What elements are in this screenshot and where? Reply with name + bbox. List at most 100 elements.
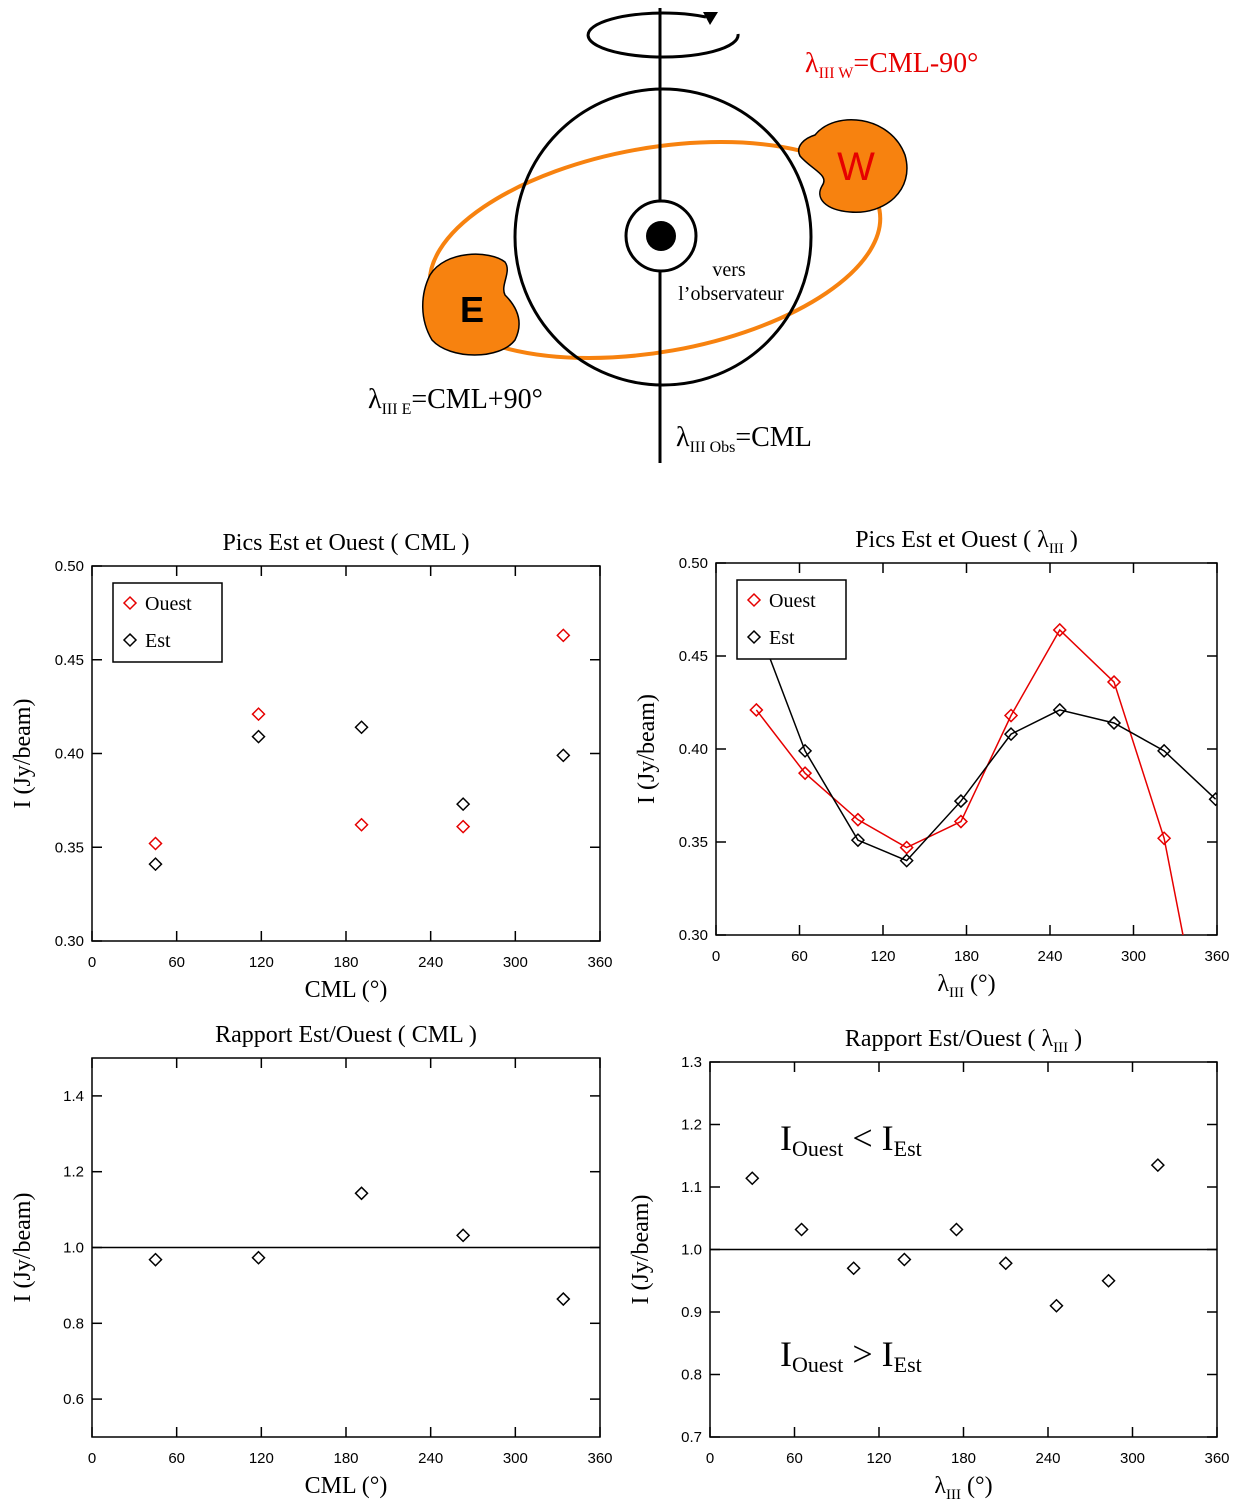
marker <box>354 1186 369 1201</box>
marker <box>897 1252 912 1267</box>
plot-area <box>148 628 571 872</box>
y-tick-label: 0.35 <box>679 834 708 851</box>
marker <box>556 628 571 643</box>
y-axis-label: I (Jy/beam) <box>10 1193 36 1303</box>
marker <box>749 702 764 718</box>
plot-area <box>749 615 1217 935</box>
subscript: Est <box>894 1136 922 1161</box>
y-tick-label: 1.1 <box>681 1179 702 1196</box>
text-part: > I <box>843 1334 893 1374</box>
marker <box>456 1228 471 1243</box>
marker <box>798 743 813 758</box>
text-part: < I <box>843 1118 893 1158</box>
marker <box>846 1261 861 1276</box>
y-tick-label: 0.6 <box>63 1391 84 1408</box>
label-text: =CML <box>735 422 811 453</box>
subscript: III <box>1053 1040 1068 1056</box>
y-tick-label: 1.2 <box>681 1117 702 1134</box>
text-part: Pics Est et Ouest ( λ <box>855 527 1049 553</box>
x-tick-label: 240 <box>1035 1450 1060 1467</box>
y-tick-label: 1.3 <box>681 1054 702 1071</box>
legend-marker <box>122 632 138 648</box>
text-part: λ <box>937 971 949 997</box>
east-letter: E <box>460 289 484 330</box>
y-tick-label: 0.45 <box>55 652 84 669</box>
symbol: λ <box>368 384 382 415</box>
y-tick-label: 1.0 <box>681 1242 702 1259</box>
legend-box <box>112 582 223 663</box>
diagram: W E λIII W=CML-90° λIII E=CML+90° λIII O… <box>368 8 978 463</box>
x-tick-label: 0 <box>712 948 720 965</box>
marker <box>251 729 266 744</box>
marker <box>949 1222 964 1237</box>
marker <box>1003 727 1019 742</box>
x-tick-label: 0 <box>88 954 96 971</box>
marker <box>798 766 813 781</box>
chart: Pics Est et Ouest ( CML ) CML (°) I (Jy/be… <box>10 530 613 1003</box>
chart-title: Rapport Est/Ouest ( CML ) <box>215 1022 477 1048</box>
y-tick-label: 0.40 <box>55 746 84 763</box>
series-line <box>755 622 1217 862</box>
marker <box>148 1252 163 1267</box>
x-tick-label: 240 <box>1037 948 1062 965</box>
west-label: λIII W=CML-90° <box>805 48 978 82</box>
marker <box>1003 708 1019 723</box>
y-tick-label: 0.50 <box>679 555 708 572</box>
marker <box>850 833 866 848</box>
subscript: III E <box>382 401 412 418</box>
x-tick-label: 300 <box>503 1450 528 1467</box>
marker <box>148 857 163 872</box>
subscript: III <box>949 985 964 1001</box>
x-tick-label: 240 <box>418 954 443 971</box>
marker <box>456 797 471 812</box>
symbol: λ <box>805 48 819 79</box>
observer-dot <box>646 221 676 251</box>
y-tick-label: 0.45 <box>679 648 708 665</box>
marker <box>1052 702 1067 718</box>
y-tick-label: 1.0 <box>63 1240 84 1257</box>
x-tick-label: 300 <box>1121 948 1146 965</box>
text-part: Rapport Est/Ouest ( CML ) <box>215 1022 477 1048</box>
legend-label: Est <box>769 627 795 649</box>
marker <box>354 720 369 735</box>
y-axis-label: I (Jy/beam) <box>634 694 660 804</box>
x-tick-label: 180 <box>954 948 979 965</box>
planet <box>513 87 813 387</box>
text-part: CML (°) <box>305 1473 388 1499</box>
text-part: I <box>780 1334 792 1374</box>
y-tick-label: 0.9 <box>681 1304 702 1321</box>
y-tick-label: 0.7 <box>681 1429 702 1446</box>
x-tick-label: 180 <box>333 1450 358 1467</box>
obs-label: λIII Obs=CML <box>676 422 812 456</box>
chart-title: Pics Est et Ouest ( CML ) <box>222 530 469 556</box>
marker <box>354 817 369 832</box>
y-tick-label: 1.4 <box>63 1088 84 1105</box>
label-text: =CML-90° <box>853 48 978 79</box>
marker <box>456 819 471 834</box>
x-tick-label: 360 <box>587 954 612 971</box>
marker <box>745 1171 760 1186</box>
east-label: λIII E=CML+90° <box>368 384 543 418</box>
x-tick-label: 180 <box>951 1450 976 1467</box>
y-tick-label: 1.2 <box>63 1164 84 1181</box>
west-letter: W <box>837 145 875 189</box>
subscript: III Obs <box>690 439 736 456</box>
chart: Rapport Est/Ouest ( λIII )λIII (°)I (Jy/… <box>628 1026 1230 1503</box>
x-tick-label: 60 <box>168 954 185 971</box>
marker <box>1106 674 1122 690</box>
y-tick-label: 0.30 <box>679 927 708 944</box>
plot-frame <box>91 565 601 942</box>
x-tick-label: 180 <box>333 954 358 971</box>
text-part: ) <box>1068 1026 1082 1052</box>
x-tick-label: 360 <box>1204 948 1229 965</box>
y-tick-label: 0.30 <box>55 933 84 950</box>
subscript: Ouest <box>792 1352 843 1377</box>
marker <box>1157 831 1172 846</box>
marker <box>1208 792 1217 807</box>
marker <box>1150 1158 1165 1173</box>
x-tick-label: 0 <box>706 1450 714 1467</box>
symbol: λ <box>676 422 690 453</box>
marker <box>1049 1298 1064 1313</box>
chart-title: Rapport Est/Ouest ( λIII ) <box>845 1026 1082 1056</box>
